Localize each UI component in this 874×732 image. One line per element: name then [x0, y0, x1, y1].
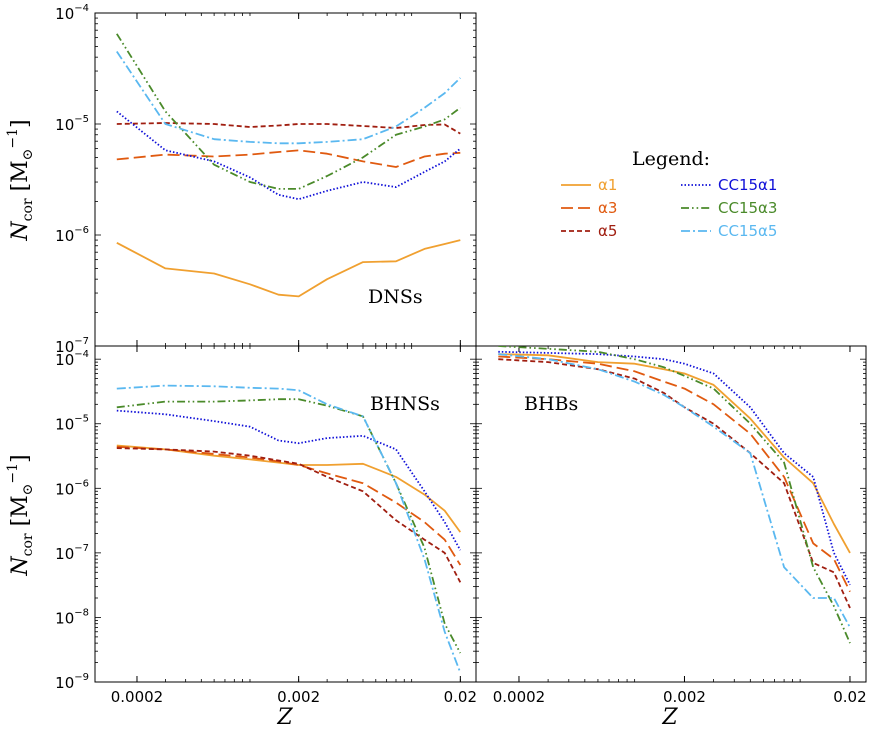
y-tick-base: 10 — [55, 351, 74, 369]
y-tick-base: 10 — [55, 674, 74, 692]
x-tick-label: 0.0002 — [111, 688, 164, 706]
y-tick-exponent: −8 — [74, 607, 89, 618]
series-a5-dnss — [116, 122, 461, 135]
series-a1-dnss — [116, 239, 461, 298]
y-axis-title-part: [M — [8, 495, 33, 533]
y-tick-label: 10−4 — [55, 3, 89, 23]
series-a3-dnss — [116, 149, 461, 168]
y-tick-label: 10−4 — [55, 349, 89, 369]
y-tick-label: 10−9 — [55, 672, 89, 692]
legend-label-c3: CC15α3 — [718, 199, 777, 217]
y-axis-title-part: cor — [20, 198, 36, 221]
y-tick-exponent: −4 — [74, 3, 89, 14]
y-axis-title-part: ⊙ — [20, 149, 36, 161]
y-tick-base: 10 — [55, 227, 74, 245]
series-c3-bhnss — [116, 398, 462, 654]
y-axis-title-part: N — [8, 556, 33, 577]
y-tick-base: 10 — [55, 480, 74, 498]
x-axis-title: Z — [661, 705, 678, 730]
x-tick-label: 0.002 — [663, 688, 706, 706]
y-tick-exponent: −4 — [74, 349, 89, 360]
y-axis-title-part: ] — [8, 454, 33, 463]
panel-label: DNSs — [368, 286, 423, 308]
series-a5-bhnss — [116, 447, 462, 583]
y-tick-exponent: −5 — [74, 114, 89, 125]
series-c3-bhbs — [498, 346, 851, 644]
series-c3-dnss — [116, 33, 461, 190]
series-c1-bhbs — [498, 350, 851, 586]
series-c5-bhnss — [116, 384, 462, 673]
y-axis-title-part: −1 — [5, 463, 21, 484]
y-tick-exponent: −7 — [74, 543, 89, 554]
legend-label-a3: α3 — [598, 199, 617, 217]
y-tick-label: 10−7 — [55, 543, 89, 563]
y-axis-title-part: N — [8, 221, 33, 242]
legend-label-a1: α1 — [598, 176, 617, 194]
y-tick-base: 10 — [55, 416, 74, 434]
y-tick-base: 10 — [55, 338, 74, 356]
y-tick-label: 10−5 — [55, 114, 89, 134]
y-axis-title: Ncor [M⊙−1] — [5, 454, 36, 576]
y-axis-title-part: −1 — [5, 128, 21, 149]
x-axis-title: Z — [276, 705, 293, 730]
panel-label: BHNSs — [370, 393, 440, 415]
y-tick-label: 10−8 — [55, 607, 89, 627]
legend-label-a5: α5 — [598, 222, 617, 240]
y-tick-base: 10 — [55, 116, 74, 134]
series-a3-bhbs — [498, 355, 851, 593]
y-axis-title-part: ⊙ — [20, 484, 36, 496]
series-c5-dnss — [116, 50, 461, 145]
x-tick-label: 0.0002 — [493, 688, 546, 706]
y-tick-label: 10−6 — [55, 225, 89, 245]
series-a1-bhbs — [498, 353, 851, 554]
y-axis-title-part: ] — [8, 119, 33, 128]
y-tick-base: 10 — [55, 545, 74, 563]
panel-bhnss: 0.0002 0.002 0.0210−910−810−710−610−510−4B… — [55, 345, 477, 706]
y-tick-label: 10−7 — [55, 336, 89, 356]
x-tick-label: 0.002 — [277, 688, 320, 706]
x-tick-label: 0.02 — [444, 688, 477, 706]
y-tick-base: 10 — [55, 609, 74, 627]
series-c5-bhbs — [498, 353, 851, 628]
y-tick-base: 10 — [55, 5, 74, 23]
y-tick-exponent: −9 — [74, 672, 89, 683]
y-tick-exponent: −6 — [74, 478, 89, 489]
y-axis-title-part: [M — [8, 160, 33, 198]
y-tick-label: 10−6 — [55, 478, 89, 498]
y-axis-title-part: cor — [20, 533, 36, 556]
y-tick-label: 10−5 — [55, 414, 89, 434]
series-c1-bhnss — [116, 409, 462, 551]
legend-title: Legend: — [632, 148, 710, 170]
legend-label-c5: CC15α5 — [718, 222, 777, 240]
y-tick-exponent: −6 — [74, 225, 89, 236]
y-tick-exponent: −7 — [74, 336, 89, 347]
panel-label: BHBs — [524, 393, 578, 415]
legend-label-c1: CC15α1 — [718, 176, 777, 194]
panel-bhbs: 0.0002 0.002 0.02 BHBs — [475, 345, 867, 706]
y-axis-title: Ncor [M⊙−1] — [5, 119, 36, 241]
x-tick-label: 0.02 — [833, 688, 866, 706]
y-tick-exponent: −5 — [74, 414, 89, 425]
series-a3-bhnss — [116, 445, 462, 566]
legend: Legend: α1 α3 α5 CC15α1 CC15α3 CC15α5 — [561, 148, 777, 240]
